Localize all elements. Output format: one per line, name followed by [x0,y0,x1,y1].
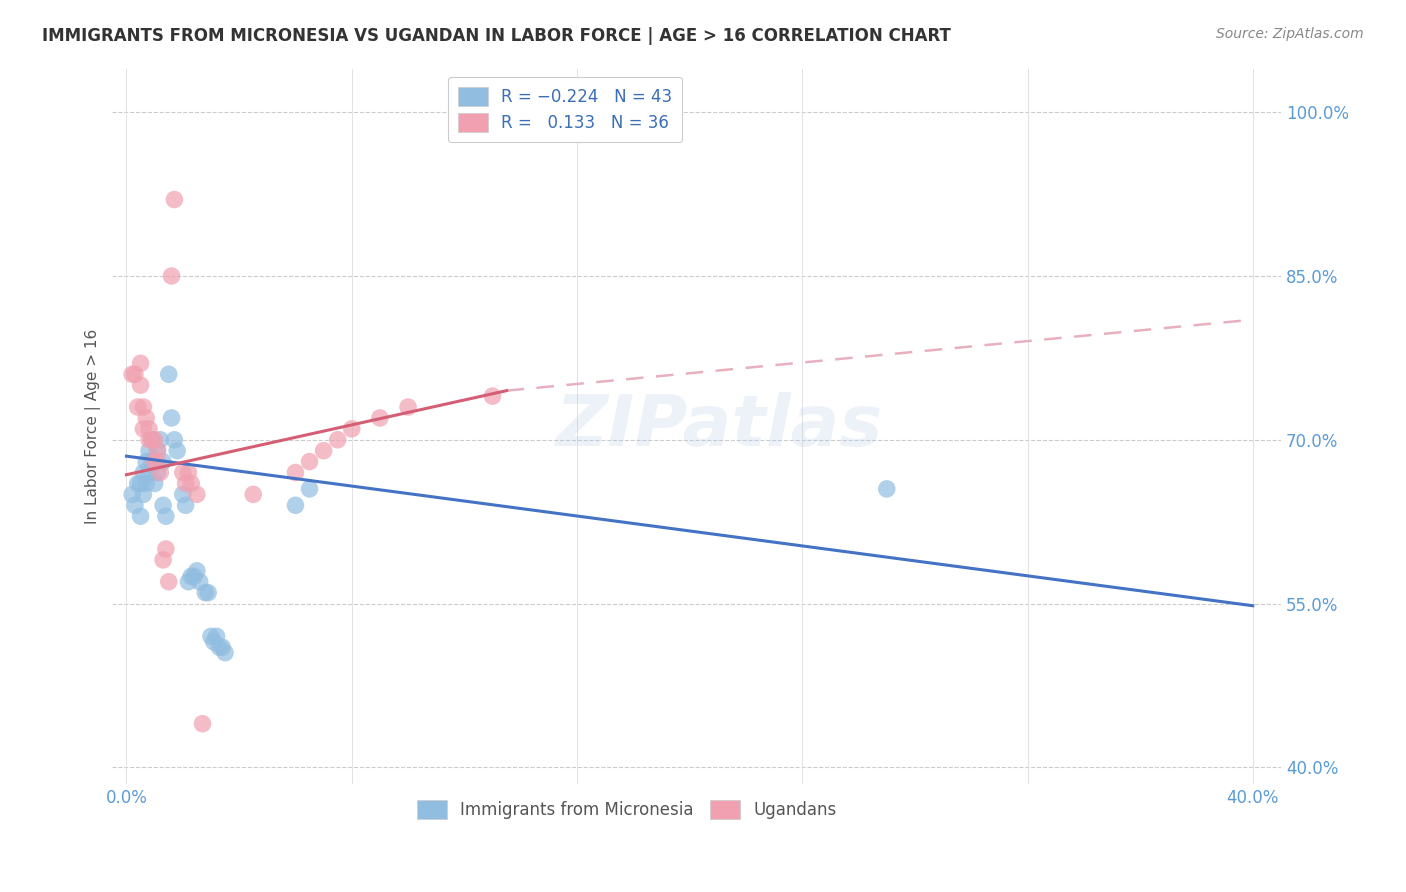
Point [132,466,155,480]
Point [242,487,264,501]
Point [141,433,163,447]
Point [157,368,180,382]
Point [152,553,174,567]
Point [174,498,197,512]
Point [143,476,166,491]
Point [138,466,160,480]
Point [149,466,172,480]
Point [205,629,228,643]
Point [141,455,163,469]
Point [197,585,219,599]
Point [200,629,222,643]
Point [141,433,163,447]
Point [172,487,194,501]
Point [146,443,169,458]
Point [135,476,157,491]
Point [152,455,174,469]
Point [129,509,152,524]
Point [127,400,149,414]
Point [396,400,419,414]
Point [298,482,321,496]
Point [211,640,233,655]
Legend: Immigrants from Micronesia, Ugandans: Immigrants from Micronesia, Ugandans [411,793,844,825]
Point [177,466,200,480]
Point [298,455,321,469]
Point [186,487,208,501]
Point [138,433,160,447]
Point [121,487,143,501]
Point [138,422,160,436]
Point [340,422,363,436]
Point [132,487,155,501]
Point [155,541,177,556]
Point [160,411,183,425]
Point [312,443,335,458]
Point [127,476,149,491]
Point [129,356,152,370]
Point [174,476,197,491]
Point [152,498,174,512]
Point [180,476,202,491]
Point [135,455,157,469]
Point [143,455,166,469]
Point [194,585,217,599]
Point [160,268,183,283]
Point [155,509,177,524]
Point [132,422,155,436]
Point [180,569,202,583]
Point [135,411,157,425]
Point [284,498,307,512]
Point [124,498,146,512]
Point [146,443,169,458]
Point [149,433,172,447]
Point [368,411,391,425]
Point [214,646,236,660]
Point [172,466,194,480]
Text: ZIPatlas: ZIPatlas [557,392,884,460]
Point [143,455,166,469]
Point [481,389,503,403]
Point [124,368,146,382]
Point [188,574,211,589]
Point [138,443,160,458]
Point [183,569,205,583]
Point [208,640,231,655]
Point [202,634,225,648]
Point [163,433,186,447]
Point [132,400,155,414]
Point [143,433,166,447]
Point [186,564,208,578]
Point [129,378,152,392]
Point [146,455,169,469]
Point [326,433,349,447]
Text: IMMIGRANTS FROM MICRONESIA VS UGANDAN IN LABOR FORCE | AGE > 16 CORRELATION CHAR: IMMIGRANTS FROM MICRONESIA VS UGANDAN IN… [42,27,950,45]
Point [146,466,169,480]
Y-axis label: In Labor Force | Age > 16: In Labor Force | Age > 16 [86,328,101,524]
Point [166,443,188,458]
Point [163,193,186,207]
Point [191,716,214,731]
Point [129,476,152,491]
Point [876,482,898,496]
Point [284,466,307,480]
Point [157,574,180,589]
Point [177,574,200,589]
Point [121,368,143,382]
Text: Source: ZipAtlas.com: Source: ZipAtlas.com [1216,27,1364,41]
